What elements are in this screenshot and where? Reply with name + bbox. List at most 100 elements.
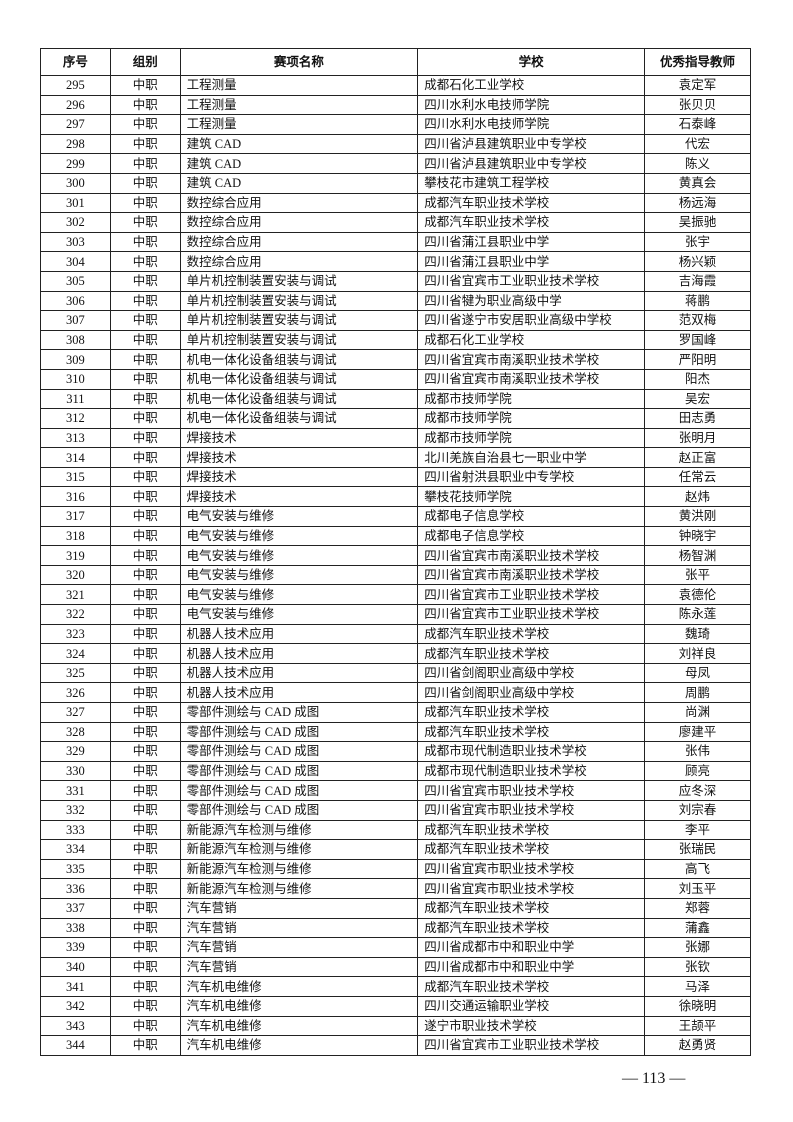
cell-teacher: 吴宏 <box>644 388 751 410</box>
cell-teacher: 赵正富 <box>644 447 751 468</box>
cell-event: 数控综合应用 <box>179 192 419 214</box>
cell-group: 中职 <box>109 956 181 978</box>
cell-event: 数控综合应用 <box>179 231 419 253</box>
table-row: 299 中职 建筑 CAD 四川省泸县建筑职业中专学校 陈义 <box>40 153 751 174</box>
cell-event: 焊接技术 <box>179 466 419 488</box>
cell-group: 中职 <box>109 447 181 468</box>
cell-event: 机电一体化设备组装与调试 <box>179 408 419 429</box>
cell-number: 322 <box>40 604 111 625</box>
cell-school: 四川水利水电技师学院 <box>417 94 646 116</box>
cell-group: 中职 <box>109 976 181 997</box>
cell-school: 四川省宜宾市南溪职业技术学校 <box>417 545 646 566</box>
cell-number: 329 <box>40 741 111 762</box>
cell-group: 中职 <box>109 682 181 703</box>
cell-school: 四川省宜宾市工业职业技术学校 <box>417 604 646 625</box>
cell-number: 302 <box>40 212 111 233</box>
cell-event: 焊接技术 <box>179 486 419 508</box>
cell-group: 中职 <box>109 623 181 645</box>
cell-school: 成都汽车职业技术学校 <box>417 917 646 939</box>
cell-number: 303 <box>40 231 111 253</box>
cell-group: 中职 <box>109 780 181 801</box>
cell-group: 中职 <box>109 937 181 958</box>
cell-event: 电气安装与维修 <box>179 604 419 625</box>
cell-school: 四川省宜宾市职业技术学校 <box>417 858 646 880</box>
cell-teacher: 钟晓宇 <box>644 525 751 547</box>
cell-event: 焊接技术 <box>179 427 419 449</box>
cell-event: 机器人技术应用 <box>179 682 419 703</box>
table-row: 314 中职 焊接技术 北川羌族自治县七一职业中学 赵正富 <box>40 447 751 468</box>
table-row: 323 中职 机器人技术应用 成都汽车职业技术学校 魏琦 <box>40 623 751 645</box>
cell-event: 零部件测绘与 CAD 成图 <box>179 799 419 821</box>
cell-event: 零部件测绘与 CAD 成图 <box>179 741 419 762</box>
cell-group: 中职 <box>109 525 181 547</box>
cell-number: 296 <box>40 94 111 116</box>
cell-number: 313 <box>40 427 111 449</box>
cell-teacher: 代宏 <box>644 133 751 155</box>
cell-event: 电气安装与维修 <box>179 506 419 527</box>
cell-school: 四川省宜宾市工业职业技术学校 <box>417 270 646 292</box>
cell-event: 工程测量 <box>179 94 419 116</box>
cell-group: 中职 <box>109 251 181 272</box>
cell-teacher: 刘祥良 <box>644 643 751 664</box>
cell-group: 中职 <box>109 329 181 351</box>
cell-group: 中职 <box>109 584 181 606</box>
cell-number: 297 <box>40 114 111 135</box>
cell-school: 四川省宜宾市南溪职业技术学校 <box>417 564 646 586</box>
cell-group: 中职 <box>109 290 181 312</box>
cell-teacher: 尚渊 <box>644 702 751 723</box>
cell-school: 成都市技师学院 <box>417 388 646 410</box>
cell-event: 汽车营销 <box>179 917 419 939</box>
table-row: 339 中职 汽车营销 四川省成都市中和职业中学 张娜 <box>40 937 751 958</box>
cell-teacher: 袁定军 <box>644 75 751 96</box>
cell-school: 四川省宜宾市工业职业技术学校 <box>417 584 646 606</box>
cell-group: 中职 <box>109 878 181 899</box>
cell-teacher: 顾亮 <box>644 760 751 782</box>
page-number: — 113 — <box>622 1070 686 1087</box>
cell-group: 中职 <box>109 408 181 429</box>
cell-teacher: 高飞 <box>644 858 751 880</box>
table-row: 317 中职 电气安装与维修 成都电子信息学校 黄洪刚 <box>40 506 751 527</box>
cell-school: 四川省宜宾市职业技术学校 <box>417 780 646 801</box>
cell-school: 成都汽车职业技术学校 <box>417 212 646 233</box>
cell-group: 中职 <box>109 133 181 155</box>
cell-group: 中职 <box>109 604 181 625</box>
cell-school: 四川省剑阁职业高级中学校 <box>417 662 646 684</box>
cell-school: 四川省成都市中和职业中学 <box>417 956 646 978</box>
cell-number: 310 <box>40 368 111 390</box>
table-row: 308 中职 单片机控制装置安装与调试 成都石化工业学校 罗国峰 <box>40 329 751 351</box>
cell-school: 四川省犍为职业高级中学 <box>417 290 646 312</box>
cell-school: 成都汽车职业技术学校 <box>417 897 646 919</box>
cell-teacher: 马泽 <box>644 976 751 997</box>
cell-event: 汽车营销 <box>179 897 419 919</box>
cell-event: 机器人技术应用 <box>179 662 419 684</box>
cell-teacher: 严阳明 <box>644 349 751 370</box>
cell-event: 建筑 CAD <box>179 172 419 194</box>
cell-group: 中职 <box>109 643 181 664</box>
cell-event: 汽车机电维修 <box>179 976 419 997</box>
cell-event: 零部件测绘与 CAD 成图 <box>179 760 419 782</box>
cell-school: 四川省剑阁职业高级中学校 <box>417 682 646 703</box>
cell-teacher: 吴振驰 <box>644 212 751 233</box>
table-row: 343 中职 汽车机电维修 遂宁市职业技术学校 王颉平 <box>40 1015 751 1037</box>
table-row: 342 中职 汽车机电维修 四川交通运输职业学校 徐晓明 <box>40 995 751 1017</box>
cell-group: 中职 <box>109 662 181 684</box>
cell-number: 321 <box>40 584 111 606</box>
table-row: 296 中职 工程测量 四川水利水电技师学院 张贝贝 <box>40 94 751 116</box>
cell-group: 中职 <box>109 172 181 194</box>
cell-event: 新能源汽车检测与维修 <box>179 819 419 841</box>
cell-school: 成都电子信息学校 <box>417 525 646 547</box>
cell-event: 建筑 CAD <box>179 153 419 174</box>
cell-event: 零部件测绘与 CAD 成图 <box>179 721 419 743</box>
cell-number: 325 <box>40 662 111 684</box>
cell-number: 298 <box>40 133 111 155</box>
table-row: 301 中职 数控综合应用 成都汽车职业技术学校 杨远海 <box>40 192 751 214</box>
header-event: 赛项名称 <box>179 48 419 76</box>
cell-teacher: 陈义 <box>644 153 751 174</box>
cell-number: 326 <box>40 682 111 703</box>
cell-event: 电气安装与维修 <box>179 584 419 606</box>
table-row: 297 中职 工程测量 四川水利水电技师学院 石泰峰 <box>40 114 751 135</box>
table-row: 331 中职 零部件测绘与 CAD 成图 四川省宜宾市职业技术学校 应冬深 <box>40 780 751 801</box>
table-row: 316 中职 焊接技术 攀枝花技师学院 赵炜 <box>40 486 751 508</box>
cell-school: 成都市技师学院 <box>417 408 646 429</box>
cell-number: 314 <box>40 447 111 468</box>
